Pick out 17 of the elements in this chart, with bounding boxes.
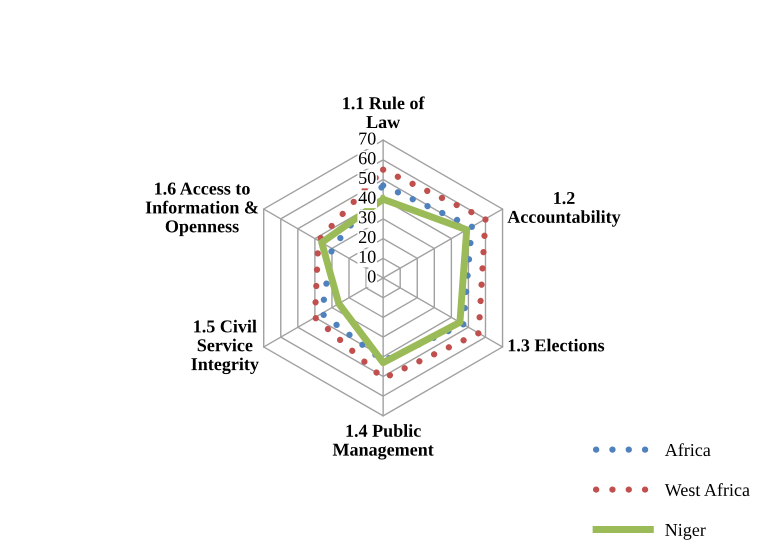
legend-label: West Africa	[664, 483, 750, 496]
spoke-label: 1.6 Access to Information & Openness	[146, 182, 258, 236]
y-tick-label: 40	[358, 192, 376, 204]
y-tick-label: 70	[359, 132, 376, 145]
y-tick-label: 10	[360, 250, 376, 263]
legend-label: Africa	[664, 443, 711, 456]
spoke-label: 1.1 Rule of Law	[343, 96, 425, 128]
spoke-label: 1.2 Accountability	[508, 192, 620, 227]
spoke-label: 1.3 Elections	[508, 338, 604, 352]
y-tick-label: 60	[358, 152, 376, 164]
spoke-label: 1.4 Public Management	[332, 424, 434, 460]
y-tick-label: 0	[368, 270, 376, 283]
y-tick-label: 30	[359, 211, 376, 224]
spoke-label: 1.5 Civil Service Integrity	[191, 320, 259, 374]
legend-label: Niger	[665, 524, 706, 540]
y-tick-label: 50	[359, 172, 376, 184]
y-tick-label: 20	[358, 230, 376, 244]
